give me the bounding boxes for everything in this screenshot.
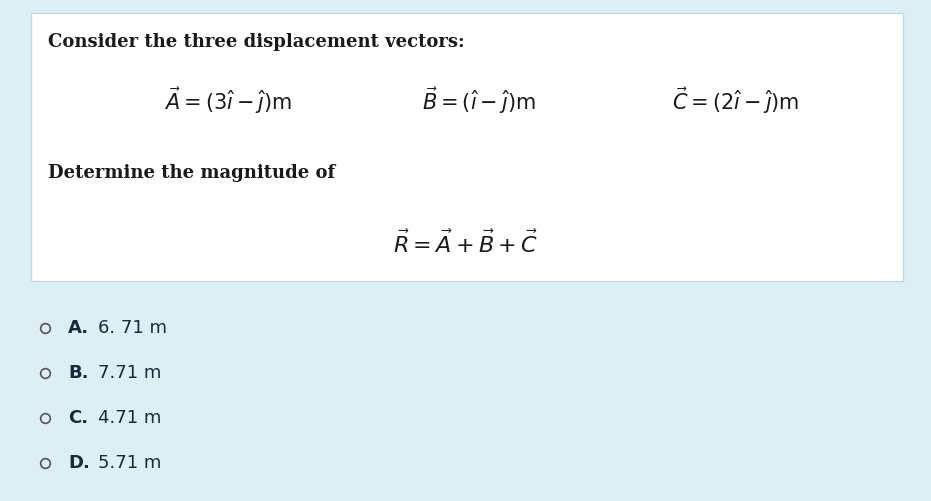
Text: 4.71 m: 4.71 m xyxy=(98,409,161,427)
Text: $\vec{C} = (2\hat{\imath} - \hat{\jmath})$m: $\vec{C} = (2\hat{\imath} - \hat{\jmath}… xyxy=(672,85,799,116)
Text: 5.71 m: 5.71 m xyxy=(98,454,161,472)
Text: $\vec{A} = (3\hat{\imath} - \hat{\jmath})$m: $\vec{A} = (3\hat{\imath} - \hat{\jmath}… xyxy=(164,85,292,116)
Text: 7.71 m: 7.71 m xyxy=(98,364,161,382)
Text: Consider the three displacement vectors:: Consider the three displacement vectors: xyxy=(48,33,466,51)
Text: Determine the magnitude of: Determine the magnitude of xyxy=(48,164,336,182)
Text: $\vec{B} = (\hat{\imath} - \hat{\jmath})$m: $\vec{B} = (\hat{\imath} - \hat{\jmath})… xyxy=(423,85,536,116)
Text: 6. 71 m: 6. 71 m xyxy=(98,319,167,337)
Text: $\vec{R} = \vec{A} + \vec{B} + \vec{C}$: $\vec{R} = \vec{A} + \vec{B} + \vec{C}$ xyxy=(393,229,538,257)
Text: D.: D. xyxy=(68,454,89,472)
Text: B.: B. xyxy=(68,364,88,382)
Text: C.: C. xyxy=(68,409,88,427)
Text: A.: A. xyxy=(68,319,89,337)
